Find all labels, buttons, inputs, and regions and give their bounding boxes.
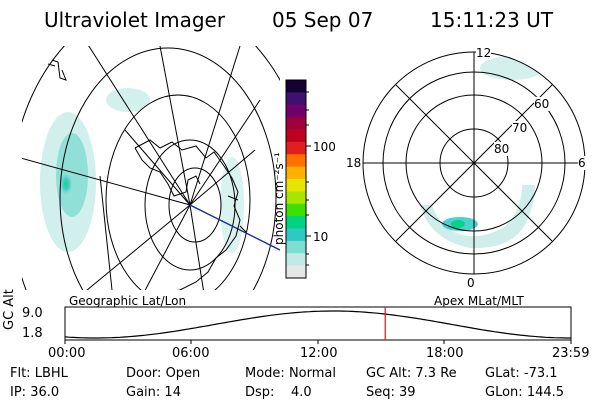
colorbar-tick-100: 100 (313, 140, 336, 154)
colorbar-swatch (286, 166, 306, 180)
geo-panel-label: Geographic Lat/Lon (69, 294, 187, 308)
mlat-label-60: 60 (534, 97, 550, 111)
colorbar-swatch (286, 228, 306, 242)
info-ip: IP: 36.0 (10, 385, 60, 400)
altitude-curve (64, 310, 571, 339)
instrument-title: Ultraviolet Imager (44, 8, 226, 32)
orbit-xtick-2: 12:00 (300, 346, 338, 361)
colorbar-tick-10: 10 (313, 230, 329, 244)
info-gc-alt: GC Alt: 7.3 Re (366, 366, 457, 381)
mlat-label-70: 70 (512, 121, 528, 135)
orbit-ylabel: GC Alt (2, 289, 17, 330)
mlt-label-6: 6 (578, 156, 586, 170)
colorbar-swatch (286, 265, 306, 279)
info-door: Door: Open (126, 366, 201, 381)
orbit-xtick-4: 23:59 (552, 346, 590, 361)
info-seq: Seq: 39 (366, 385, 416, 400)
colorbar-swatch (286, 253, 306, 267)
orbit-xtick-3: 18:00 (426, 346, 464, 361)
orbit-xtick-1: 06:00 (172, 346, 210, 361)
orbit-xtick-0: 00:00 (48, 346, 86, 361)
colorbar-swatch (286, 203, 306, 217)
apex-panel-label: Apex MLat/MLT (434, 294, 524, 308)
mlat-label-80: 80 (494, 142, 510, 156)
colorbar-swatch (286, 129, 306, 143)
orbit-ytick-low: 1.8 (22, 326, 43, 341)
colorbar-swatch (286, 216, 306, 230)
colorbar-swatch (286, 104, 306, 118)
orbit-ytick-high: 9.0 (22, 306, 43, 321)
colorbar-swatch (286, 179, 306, 192)
mlt-label-18: 18 (346, 156, 362, 170)
mlt-label-0: 0 (467, 276, 475, 290)
aurora-oval (420, 185, 535, 249)
colorbar-swatch (286, 191, 306, 205)
info-flt: Flt: LBHL (10, 366, 68, 381)
info-glon: GLon: 144.5 (485, 385, 565, 400)
colorbar-swatch (286, 141, 306, 155)
colorbar-swatch (286, 154, 306, 168)
colorbar-swatch (286, 240, 306, 254)
coastline (134, 139, 247, 290)
date-label: 05 Sep 07 (272, 8, 374, 32)
info-dsp: Dsp: 4.0 (245, 385, 312, 400)
colorbar-swatch (286, 92, 306, 106)
info-gain: Gain: 14 (126, 385, 181, 400)
info-glat: GLat: -73.1 (485, 366, 558, 381)
colorbar-swatch (286, 117, 306, 131)
info-mode: Mode: Normal (245, 366, 336, 381)
mlt-label-12: 12 (476, 46, 492, 60)
time-label: 15:11:23 UT (430, 8, 554, 32)
colorbar-swatch (286, 80, 306, 93)
